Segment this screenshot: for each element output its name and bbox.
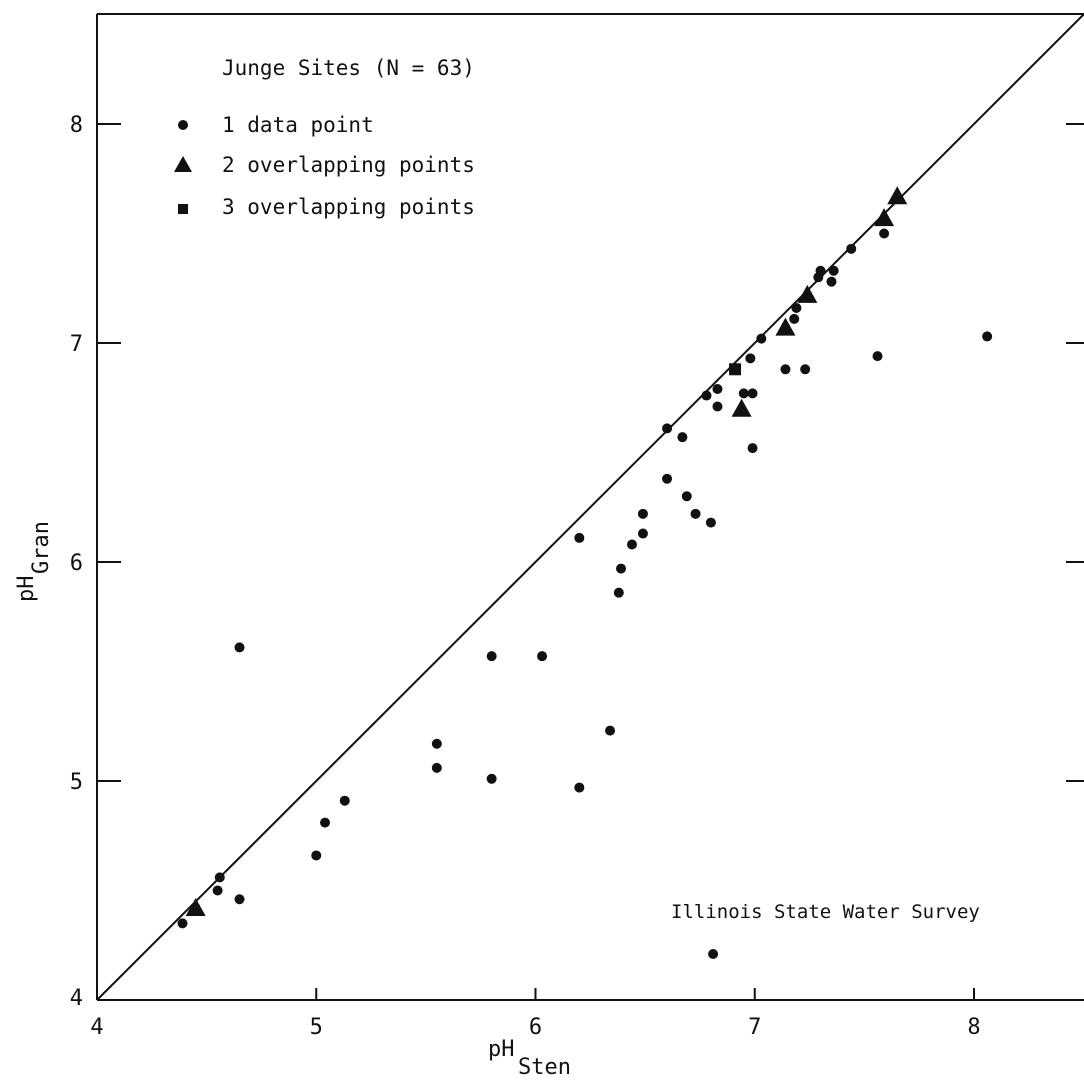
point-circle-24 — [681, 491, 692, 502]
point-circle-47 — [982, 331, 993, 342]
point-circle-31 — [745, 353, 756, 364]
point-circle-11 — [486, 773, 497, 784]
point-circle-17 — [616, 563, 627, 574]
legend: Junge Sites (N = 63) 1 data point 2 over… — [174, 56, 475, 219]
legend-label-1: 1 data point — [222, 113, 374, 137]
legend-title: Junge Sites (N = 63) — [222, 56, 475, 80]
tick-labels: 4 5 6 7 8 4 5 6 7 8 — [70, 113, 981, 1040]
point-circle-39 — [800, 364, 811, 375]
point-circle-36 — [780, 364, 791, 375]
point-square-0 — [729, 363, 742, 376]
point-circle-42 — [826, 276, 837, 287]
point-triangle-0 — [185, 898, 206, 917]
point-circle-35 — [708, 949, 719, 960]
point-circle-46 — [879, 228, 890, 239]
point-triangle-3 — [797, 284, 818, 303]
point-circle-28 — [712, 401, 723, 412]
y-tick-label-6: 6 — [70, 551, 83, 576]
point-triangle-4 — [874, 208, 895, 227]
point-circle-37 — [789, 313, 800, 324]
x-axis-title-subscript: Sten — [518, 1055, 571, 1080]
point-circle-8 — [431, 738, 442, 749]
point-circle-3 — [234, 894, 245, 905]
y-axis-title-main: pH — [14, 576, 39, 603]
point-circle-44 — [846, 243, 857, 254]
point-triangle-1 — [731, 398, 752, 417]
y-axis-title: pH Gran — [14, 521, 54, 602]
ticks — [97, 123, 1084, 1000]
x-tick-label-8: 8 — [967, 1015, 980, 1040]
point-circle-20 — [637, 528, 648, 539]
point-circle-14 — [574, 782, 585, 793]
point-circle-29 — [712, 383, 723, 394]
point-circle-10 — [486, 651, 497, 662]
point-circle-7 — [339, 795, 350, 806]
x-tick-label-7: 7 — [748, 1015, 761, 1040]
legend-label-3: 3 overlapping points — [222, 195, 475, 219]
point-circle-41 — [815, 265, 826, 276]
point-circle-18 — [626, 539, 637, 550]
point-circle-19 — [637, 508, 648, 519]
x-tick-label-5: 5 — [310, 1015, 323, 1040]
x-tick-label-6: 6 — [529, 1015, 542, 1040]
data-points — [177, 186, 993, 960]
point-circle-4 — [234, 642, 245, 653]
point-circle-34 — [756, 333, 767, 344]
one-to-one-line — [96, 13, 1084, 1001]
point-triangle-2 — [775, 317, 796, 336]
point-circle-21 — [662, 423, 673, 434]
point-circle-45 — [872, 351, 883, 362]
legend-circle-marker — [178, 120, 188, 130]
point-triangle-5 — [887, 186, 908, 205]
point-circle-30 — [738, 388, 749, 399]
point-circle-1 — [212, 885, 223, 896]
axes — [96, 13, 1084, 1001]
x-axis-title: pH Sten — [488, 1037, 571, 1080]
point-circle-22 — [662, 473, 673, 484]
x-tick-label-4: 4 — [90, 1015, 103, 1040]
legend-square-marker — [178, 204, 188, 214]
point-circle-0 — [177, 918, 188, 929]
point-circle-16 — [613, 587, 624, 598]
point-circle-5 — [311, 850, 322, 861]
y-axis-title-subscript: Gran — [29, 521, 54, 574]
point-circle-12 — [537, 651, 548, 662]
point-circle-27 — [705, 517, 716, 528]
source-annotation: Illinois State Water Survey — [671, 901, 980, 923]
legend-triangle-marker — [174, 156, 192, 172]
point-circle-33 — [747, 443, 758, 454]
point-circle-9 — [431, 762, 442, 773]
y-tick-label-8: 8 — [70, 113, 83, 138]
point-circle-26 — [701, 390, 712, 401]
point-circle-38 — [791, 302, 802, 313]
point-circle-25 — [690, 508, 701, 519]
y-tick-label-7: 7 — [70, 332, 83, 357]
point-circle-2 — [214, 872, 225, 883]
point-circle-32 — [747, 388, 758, 399]
point-circle-6 — [320, 817, 331, 828]
point-circle-15 — [605, 725, 616, 736]
x-axis-title-main: pH — [488, 1037, 515, 1062]
point-circle-13 — [574, 532, 585, 543]
y-tick-label-5: 5 — [70, 770, 83, 795]
y-tick-label-4: 4 — [70, 986, 83, 1011]
legend-label-2: 2 overlapping points — [222, 153, 475, 177]
point-circle-23 — [677, 432, 688, 443]
point-circle-43 — [828, 265, 839, 276]
